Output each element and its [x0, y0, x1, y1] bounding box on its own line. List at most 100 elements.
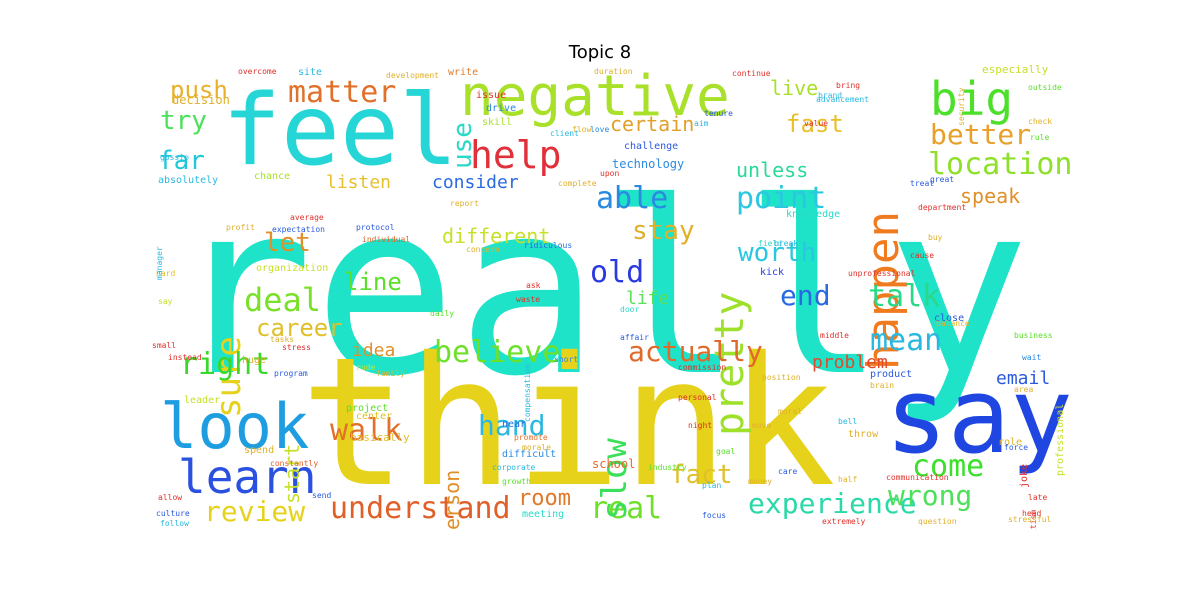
cloud-word: late: [1028, 493, 1048, 502]
cloud-word: wrong: [888, 479, 973, 512]
cloud-word: far: [158, 146, 205, 176]
cloud-word: near: [502, 419, 527, 430]
cloud-word: start: [280, 443, 304, 504]
cloud-word: negative: [460, 64, 730, 129]
cloud-word: ridiculous: [524, 241, 573, 250]
cloud-word: better: [930, 118, 1032, 151]
cloud-word: focus: [702, 511, 727, 520]
cloud-word: role: [998, 437, 1023, 448]
cloud-word: say: [885, 355, 1070, 477]
cloud-word: instead: [168, 353, 202, 362]
cloud-word: challenge: [624, 141, 679, 152]
cloud-word: close: [934, 313, 965, 324]
cloud-word: try: [160, 106, 207, 136]
cloud-word: worth: [738, 238, 817, 268]
cloud-word: big: [930, 72, 1014, 126]
cloud-word: value: [804, 119, 829, 128]
cloud-word: rude: [356, 363, 376, 372]
cloud-word: chance: [254, 171, 291, 182]
cloud-word: hand: [478, 409, 546, 442]
cloud-word: look: [160, 390, 310, 463]
cloud-word: protocol: [356, 223, 395, 232]
cloud-word: continue: [732, 69, 771, 78]
cloud-word: actually: [628, 335, 763, 368]
cloud-word: absolutely: [158, 175, 219, 186]
cloud-word: live: [770, 76, 819, 100]
cloud-word: speak: [960, 184, 1021, 208]
page-title: Topic 8: [568, 42, 632, 63]
cloud-word: promote: [514, 433, 548, 442]
cloud-word: upon: [600, 169, 620, 178]
cloud-word: small: [152, 341, 177, 350]
cloud-word: break: [774, 239, 799, 248]
cloud-word: talk: [868, 279, 941, 314]
cloud-word: matter: [288, 75, 397, 110]
cloud-word: walk: [330, 413, 403, 448]
cloud-word: especially: [982, 64, 1049, 76]
cloud-word: position: [762, 373, 801, 382]
cloud-word: problem: [812, 352, 888, 373]
cloud-word: question: [918, 517, 957, 526]
cloud-word: field: [758, 239, 783, 248]
cloud-word: great: [930, 175, 955, 184]
cloud-word: goal: [716, 447, 736, 456]
cloud-word: report: [450, 199, 479, 208]
cloud-word: compensation: [523, 363, 532, 422]
cloud-word: client: [550, 129, 579, 138]
cloud-word: believe: [434, 335, 561, 370]
cloud-word: location: [928, 147, 1070, 182]
cloud-word: meeting: [522, 509, 565, 520]
cloud-word: drive: [486, 103, 517, 114]
cloud-word: feel: [222, 74, 459, 188]
cloud-word: bell: [838, 417, 858, 426]
cloud-word: average: [290, 213, 324, 222]
cloud-word: outside: [1028, 83, 1062, 92]
cloud-word: person: [440, 469, 464, 530]
cloud-word: learn: [178, 450, 317, 504]
cloud-word: different: [442, 224, 551, 248]
cloud-word: area: [1014, 385, 1034, 394]
cloud-word: moral: [778, 407, 803, 416]
cloud-word: industry: [648, 463, 687, 472]
cloud-word: short: [554, 355, 579, 364]
cloud-word: let: [264, 228, 311, 258]
cloud-word: buy: [928, 233, 943, 242]
cloud-word: experience: [748, 487, 917, 520]
cloud-word: professional: [1055, 403, 1066, 476]
cloud-word: duration: [594, 67, 633, 76]
cloud-word: manager: [155, 245, 164, 280]
cloud-word: individual: [362, 235, 411, 244]
cloud-word: issue: [476, 90, 507, 101]
cloud-word: able: [596, 181, 669, 216]
cloud-word: daily: [430, 309, 455, 318]
cloud-word: love: [590, 125, 610, 134]
cloud-word: understand: [330, 491, 511, 526]
cloud-word: night: [688, 421, 713, 430]
cloud-word: tasks: [270, 335, 295, 344]
cloud-word: bring: [836, 81, 861, 90]
cloud-word: overcome: [238, 67, 277, 76]
cloud-word: throw: [848, 429, 879, 440]
cloud-word: email: [996, 368, 1051, 389]
cloud-word: extremely: [822, 517, 866, 526]
cloud-word: knowledge: [786, 209, 841, 220]
cloud-word: stay: [632, 216, 695, 246]
cloud-word: skill: [482, 117, 513, 128]
cloud-word: check: [1028, 117, 1053, 126]
cloud-word: stressful: [1008, 515, 1052, 524]
cloud-word: program: [274, 369, 308, 378]
cloud-word: use: [448, 121, 478, 169]
cloud-word: difficult: [502, 449, 557, 460]
cloud-word: come: [912, 449, 985, 484]
cloud-word: old: [590, 255, 645, 290]
cloud-word: aim: [694, 119, 709, 128]
cloud-word: really: [170, 152, 1030, 429]
cloud-word: head: [1022, 509, 1042, 518]
cloud-word: kick: [760, 267, 785, 278]
cloud-word: force: [1004, 443, 1029, 452]
cloud-word: push: [170, 76, 228, 104]
cloud-word: cause: [910, 251, 935, 260]
cloud-word: spend: [244, 445, 275, 456]
cloud-word: send: [312, 491, 332, 500]
cloud-word: stress: [282, 343, 311, 352]
